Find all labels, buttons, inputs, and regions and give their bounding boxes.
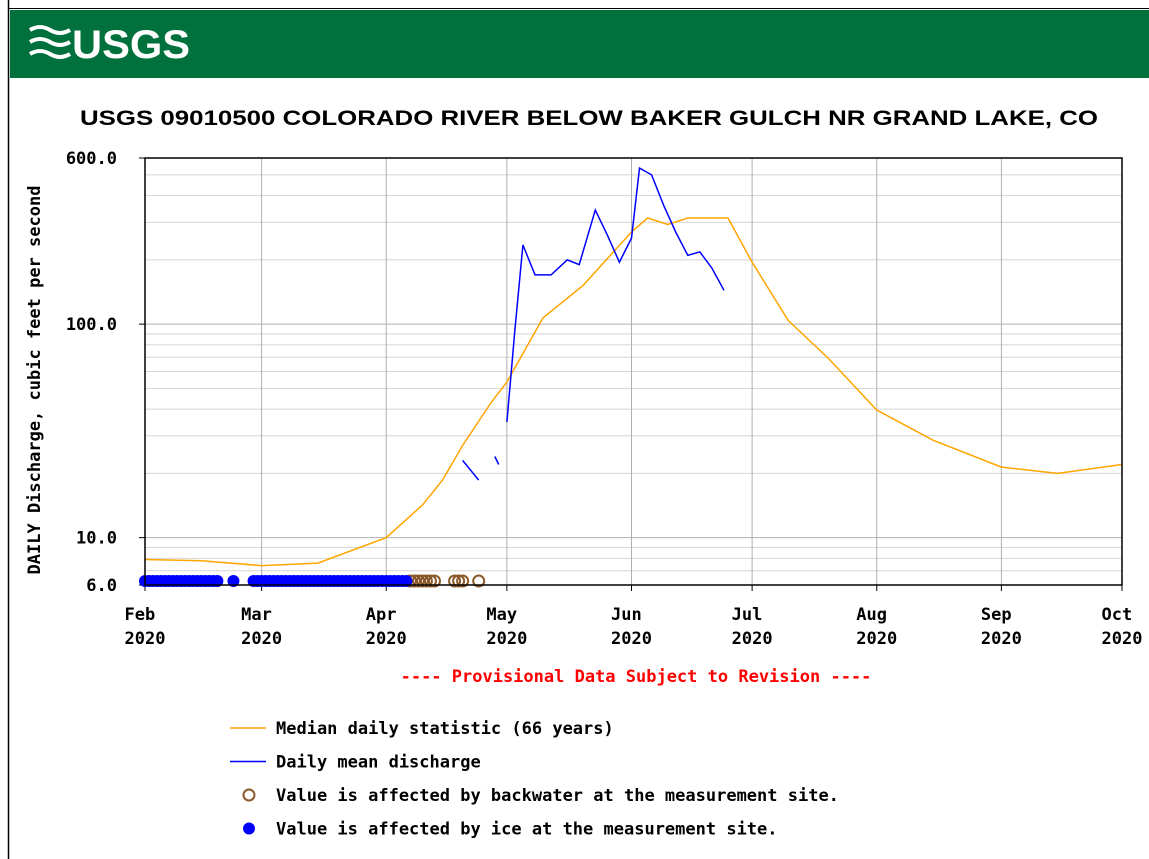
plot: [139, 166, 1123, 588]
header-bar: [10, 10, 1149, 78]
x-tick-label: May 2020: [486, 605, 527, 649]
legend-label: Value is affected by backwater at the me…: [276, 786, 839, 806]
series-line: [494, 456, 500, 465]
ice-marker: [211, 575, 224, 587]
x-tick-label: Jul 2020: [732, 605, 773, 649]
series-line: [144, 217, 1123, 567]
plot-frame: [144, 157, 1123, 586]
x-tick-label: Aug 2020: [856, 605, 897, 649]
series-line: [462, 459, 480, 481]
y-tick-label: 100.0: [66, 315, 117, 335]
ice-marker: [243, 822, 255, 835]
y-axis-label: DAILY Discharge, cubic feet per second: [25, 186, 45, 575]
series-line: [506, 166, 725, 423]
logo-text: USGS: [72, 23, 190, 67]
backwater-marker: [411, 574, 425, 588]
backwater-marker: [427, 574, 441, 588]
x-tick-label: Oct 2020: [1102, 605, 1143, 649]
legend-label: Median daily statistic (66 years): [276, 719, 614, 739]
logo-waves: [28, 25, 72, 59]
ice-marker: [400, 575, 413, 587]
backwater-marker: [419, 574, 433, 588]
chart-title: USGS 09010500 COLORADO RIVER BELOW BAKER…: [80, 107, 1098, 130]
legend-label: Value is affected by ice at the measurem…: [276, 820, 778, 840]
y-tick-label: 6.0: [86, 576, 117, 596]
legend-label: Daily mean discharge: [276, 753, 481, 773]
backwater-marker: [448, 574, 462, 588]
backwater-marker: [415, 574, 429, 588]
grid: [139, 157, 1123, 591]
x-tick-label: Jun 2020: [611, 605, 652, 649]
backwater-marker: [472, 574, 486, 588]
ice-marker: [227, 575, 240, 587]
backwater-marker: [242, 788, 256, 802]
y-tick-label: 600.0: [66, 149, 117, 169]
x-tick-label: Apr 2020: [366, 605, 407, 649]
legend: Median daily statistic (66 years) Daily m…: [230, 719, 839, 840]
y-tick-label: 10.0: [76, 529, 117, 549]
x-tick-label: Mar 2020: [241, 605, 282, 649]
x-tick-label: Sep 2020: [981, 605, 1022, 649]
annotation: ---- Provisional Data Subject to Revisio…: [401, 667, 872, 687]
backwater-marker: [423, 574, 437, 588]
backwater-marker: [452, 574, 466, 588]
backwater-marker: [456, 574, 470, 588]
x-tick-label: Feb 2020: [125, 605, 166, 649]
